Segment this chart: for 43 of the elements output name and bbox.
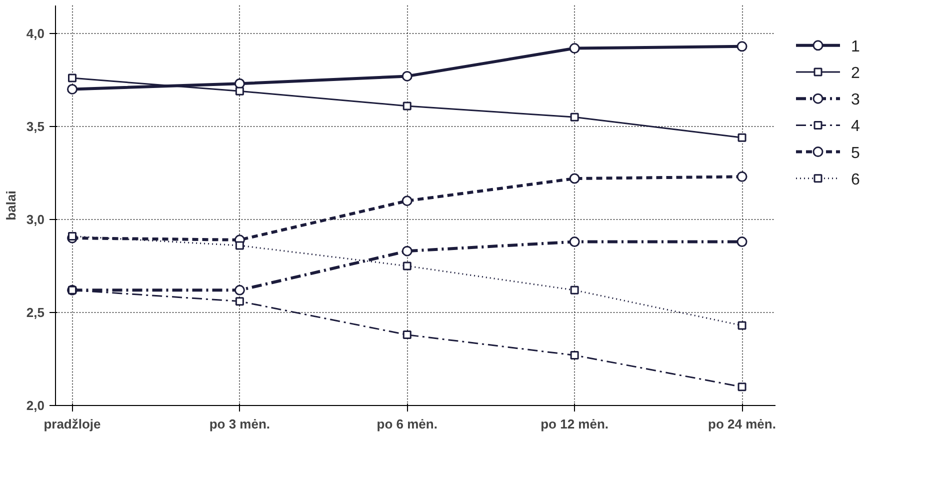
point bbox=[402, 246, 412, 256]
y-tick-label: 4,0 bbox=[26, 26, 45, 41]
point bbox=[736, 41, 748, 52]
legend-label: 4 bbox=[851, 118, 860, 136]
point bbox=[68, 286, 76, 294]
x-tick-label: pradžloje bbox=[44, 416, 101, 432]
legend-label: 5 bbox=[851, 144, 860, 162]
point bbox=[738, 382, 746, 392]
x-tick-label: po 24 mėn. bbox=[708, 416, 776, 432]
y-tick-label: 3,0 bbox=[26, 212, 45, 227]
point bbox=[570, 286, 579, 294]
point bbox=[402, 102, 412, 110]
point bbox=[234, 284, 245, 296]
y-tick-label: 2,0 bbox=[26, 398, 45, 413]
point bbox=[235, 241, 244, 250]
point bbox=[736, 236, 748, 248]
point bbox=[569, 173, 580, 184]
x-tick-label: po 12 mėn. bbox=[540, 416, 609, 432]
point bbox=[738, 133, 746, 142]
legend-label: 1 bbox=[851, 38, 860, 56]
point bbox=[569, 236, 580, 248]
point bbox=[68, 74, 76, 82]
point bbox=[402, 70, 412, 82]
y-tick-label: 2,5 bbox=[26, 304, 45, 320]
point bbox=[569, 43, 580, 54]
legend-label: 2 bbox=[851, 65, 860, 82]
point bbox=[402, 330, 412, 340]
point bbox=[570, 351, 579, 360]
point bbox=[402, 196, 412, 206]
point bbox=[570, 112, 579, 122]
x-tick-label: po 6 mėn. bbox=[376, 416, 438, 432]
y-axis-title: balai bbox=[3, 190, 18, 220]
point bbox=[736, 171, 748, 182]
x-tick-label: po 3 mėn. bbox=[209, 416, 270, 432]
point bbox=[738, 321, 746, 330]
point bbox=[66, 84, 78, 94]
point bbox=[402, 262, 412, 270]
y-tick-label: 3,5 bbox=[26, 118, 45, 134]
legend-label: 6 bbox=[851, 171, 860, 188]
point bbox=[235, 297, 244, 306]
legend-label: 3 bbox=[851, 92, 860, 109]
point bbox=[235, 86, 244, 96]
point bbox=[68, 232, 76, 240]
